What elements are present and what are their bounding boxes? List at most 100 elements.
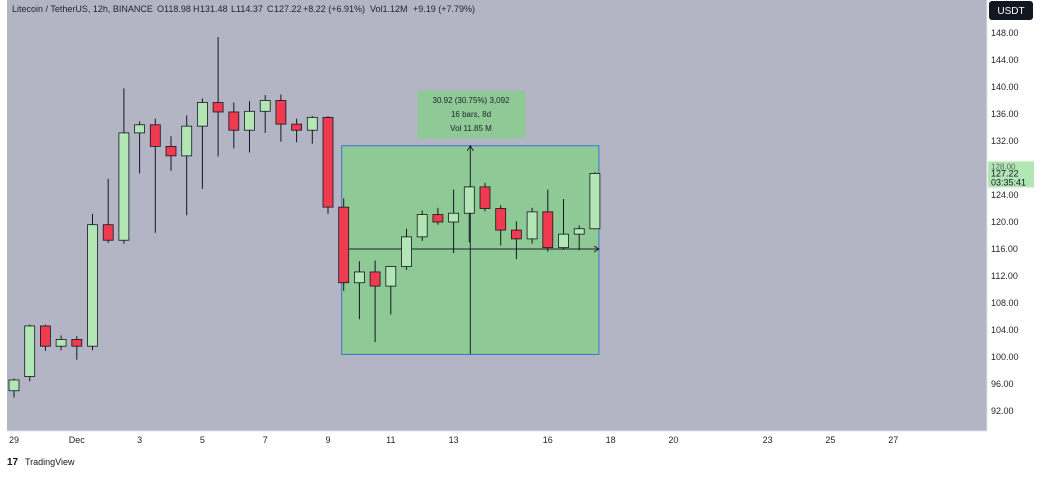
candle-body-up <box>463 186 475 214</box>
price-tick-label: 100.00 <box>991 352 1019 362</box>
currency-button-label: USDT <box>997 6 1024 17</box>
candle <box>558 199 569 250</box>
time-tick-label: 23 <box>763 435 773 445</box>
price-tick-label: 112.00 <box>991 271 1018 281</box>
price-axis-labels: 148.00 144.00 140.00 136.00 132.00 124.00 120.… <box>991 28 1019 416</box>
price-axis[interactable] <box>987 0 1036 431</box>
price-tick-label: 96.00 <box>991 379 1014 389</box>
candle-body-up <box>385 266 397 287</box>
price-tick-label: 116.00 <box>991 244 1018 254</box>
candle <box>149 118 161 233</box>
time-axis[interactable] <box>7 431 987 450</box>
candle <box>495 205 507 246</box>
candle-body-up <box>259 100 271 112</box>
candle <box>24 324 36 382</box>
candle <box>401 228 412 270</box>
measure-label-line2: 16 bars, 8d <box>451 110 491 119</box>
candle-body-up <box>118 132 130 241</box>
candle-body-up <box>24 325 36 377</box>
candle <box>448 189 460 254</box>
ohlc-low-label: L <box>231 4 236 14</box>
candle <box>589 172 601 230</box>
price-tick-label: 124.00 <box>991 190 1019 200</box>
price-tick-label: 104.00 <box>991 325 1019 335</box>
candle <box>353 261 365 320</box>
candle-body-down <box>338 206 350 284</box>
time-tick-label: 3 <box>137 435 142 445</box>
candle-body-up <box>526 211 538 240</box>
candle <box>134 121 146 174</box>
last-price-value: 127.22 <box>991 168 1019 178</box>
candle-body-down <box>542 211 554 249</box>
tradingview-logo-mark: 17 <box>7 457 19 468</box>
price-tick-label: 108.00 <box>991 298 1019 308</box>
candle-body-down <box>71 339 83 347</box>
candle <box>8 378 20 398</box>
candle <box>542 189 554 252</box>
candle-body-down <box>165 145 177 157</box>
price-tick-label: 120.00 <box>991 217 1019 227</box>
measure-tool[interactable] <box>341 144 600 355</box>
candle <box>165 136 177 171</box>
candle-body-up <box>306 116 318 131</box>
last-price-tag-box <box>988 161 1034 188</box>
ohlc-high-label: H <box>193 4 200 14</box>
candle-body-up <box>87 224 98 347</box>
ohlc-change: +8.22 (+6.91%) <box>303 4 365 14</box>
candle <box>416 210 428 241</box>
time-tick-label: 18 <box>606 435 616 445</box>
candle <box>181 115 193 216</box>
candle-body-down <box>322 116 334 208</box>
time-tick-label: 9 <box>325 435 330 445</box>
candle-body-down <box>432 214 444 223</box>
candle-body-up <box>196 102 208 127</box>
candle <box>259 95 271 133</box>
candle-body-up <box>244 110 255 131</box>
candle <box>573 225 585 251</box>
candle-body-up <box>353 271 365 284</box>
candle-body-up <box>401 236 412 267</box>
ohlc-extra-change: +9.19 (+7.79%) <box>413 4 475 14</box>
time-tick-label: 16 <box>543 435 553 445</box>
price-tick-label: 148.00 <box>991 28 1019 38</box>
candle-body-up <box>589 172 601 230</box>
candle <box>228 102 240 149</box>
candle-body-down <box>479 186 491 209</box>
measure-label-line3: Vol 11.85 M <box>450 124 492 133</box>
candle-body-down <box>149 124 161 147</box>
measure-label-line1: 30.92 (30.75%) 3,092 <box>433 96 510 105</box>
candle-body-up <box>8 379 20 392</box>
measure-up-arrowhead <box>466 144 474 151</box>
candle <box>463 186 475 243</box>
price-tick-label: 136.00 <box>991 109 1019 119</box>
ohlc-close-label: C <box>267 4 274 14</box>
time-tick-label: Dec <box>69 435 86 445</box>
candle <box>338 198 350 291</box>
candle <box>432 207 444 225</box>
candle-body-down <box>291 123 303 131</box>
measure-label: 30.92 (30.75%) 3,092 16 bars, 8d Vol 11.… <box>417 90 526 139</box>
last-price-tag-hidden-label: 128.00 <box>991 162 1016 171</box>
candle <box>102 178 114 243</box>
currency-button[interactable] <box>989 1 1033 20</box>
candle-body-down <box>510 229 522 240</box>
candle <box>510 221 522 260</box>
candle-body-up <box>55 339 67 347</box>
candle <box>55 335 67 351</box>
candle-body-up <box>448 212 460 223</box>
candlestick-series <box>8 37 601 398</box>
candle <box>275 94 287 142</box>
candle <box>196 98 208 189</box>
measure-right-arrowhead <box>593 245 600 253</box>
price-tick-label: 132.00 <box>991 136 1019 146</box>
candle-body-up <box>416 214 428 238</box>
ohlc-volume: Vol1.12M <box>370 4 408 14</box>
time-tick-label: 25 <box>825 435 835 445</box>
price-tick-label: 140.00 <box>991 82 1019 92</box>
price-tick-label: 92.00 <box>991 406 1014 416</box>
candle <box>306 116 318 144</box>
candle-body-up <box>134 124 146 134</box>
candle <box>71 336 83 360</box>
tradingview-logo[interactable]: 17 TradingView <box>7 457 75 468</box>
